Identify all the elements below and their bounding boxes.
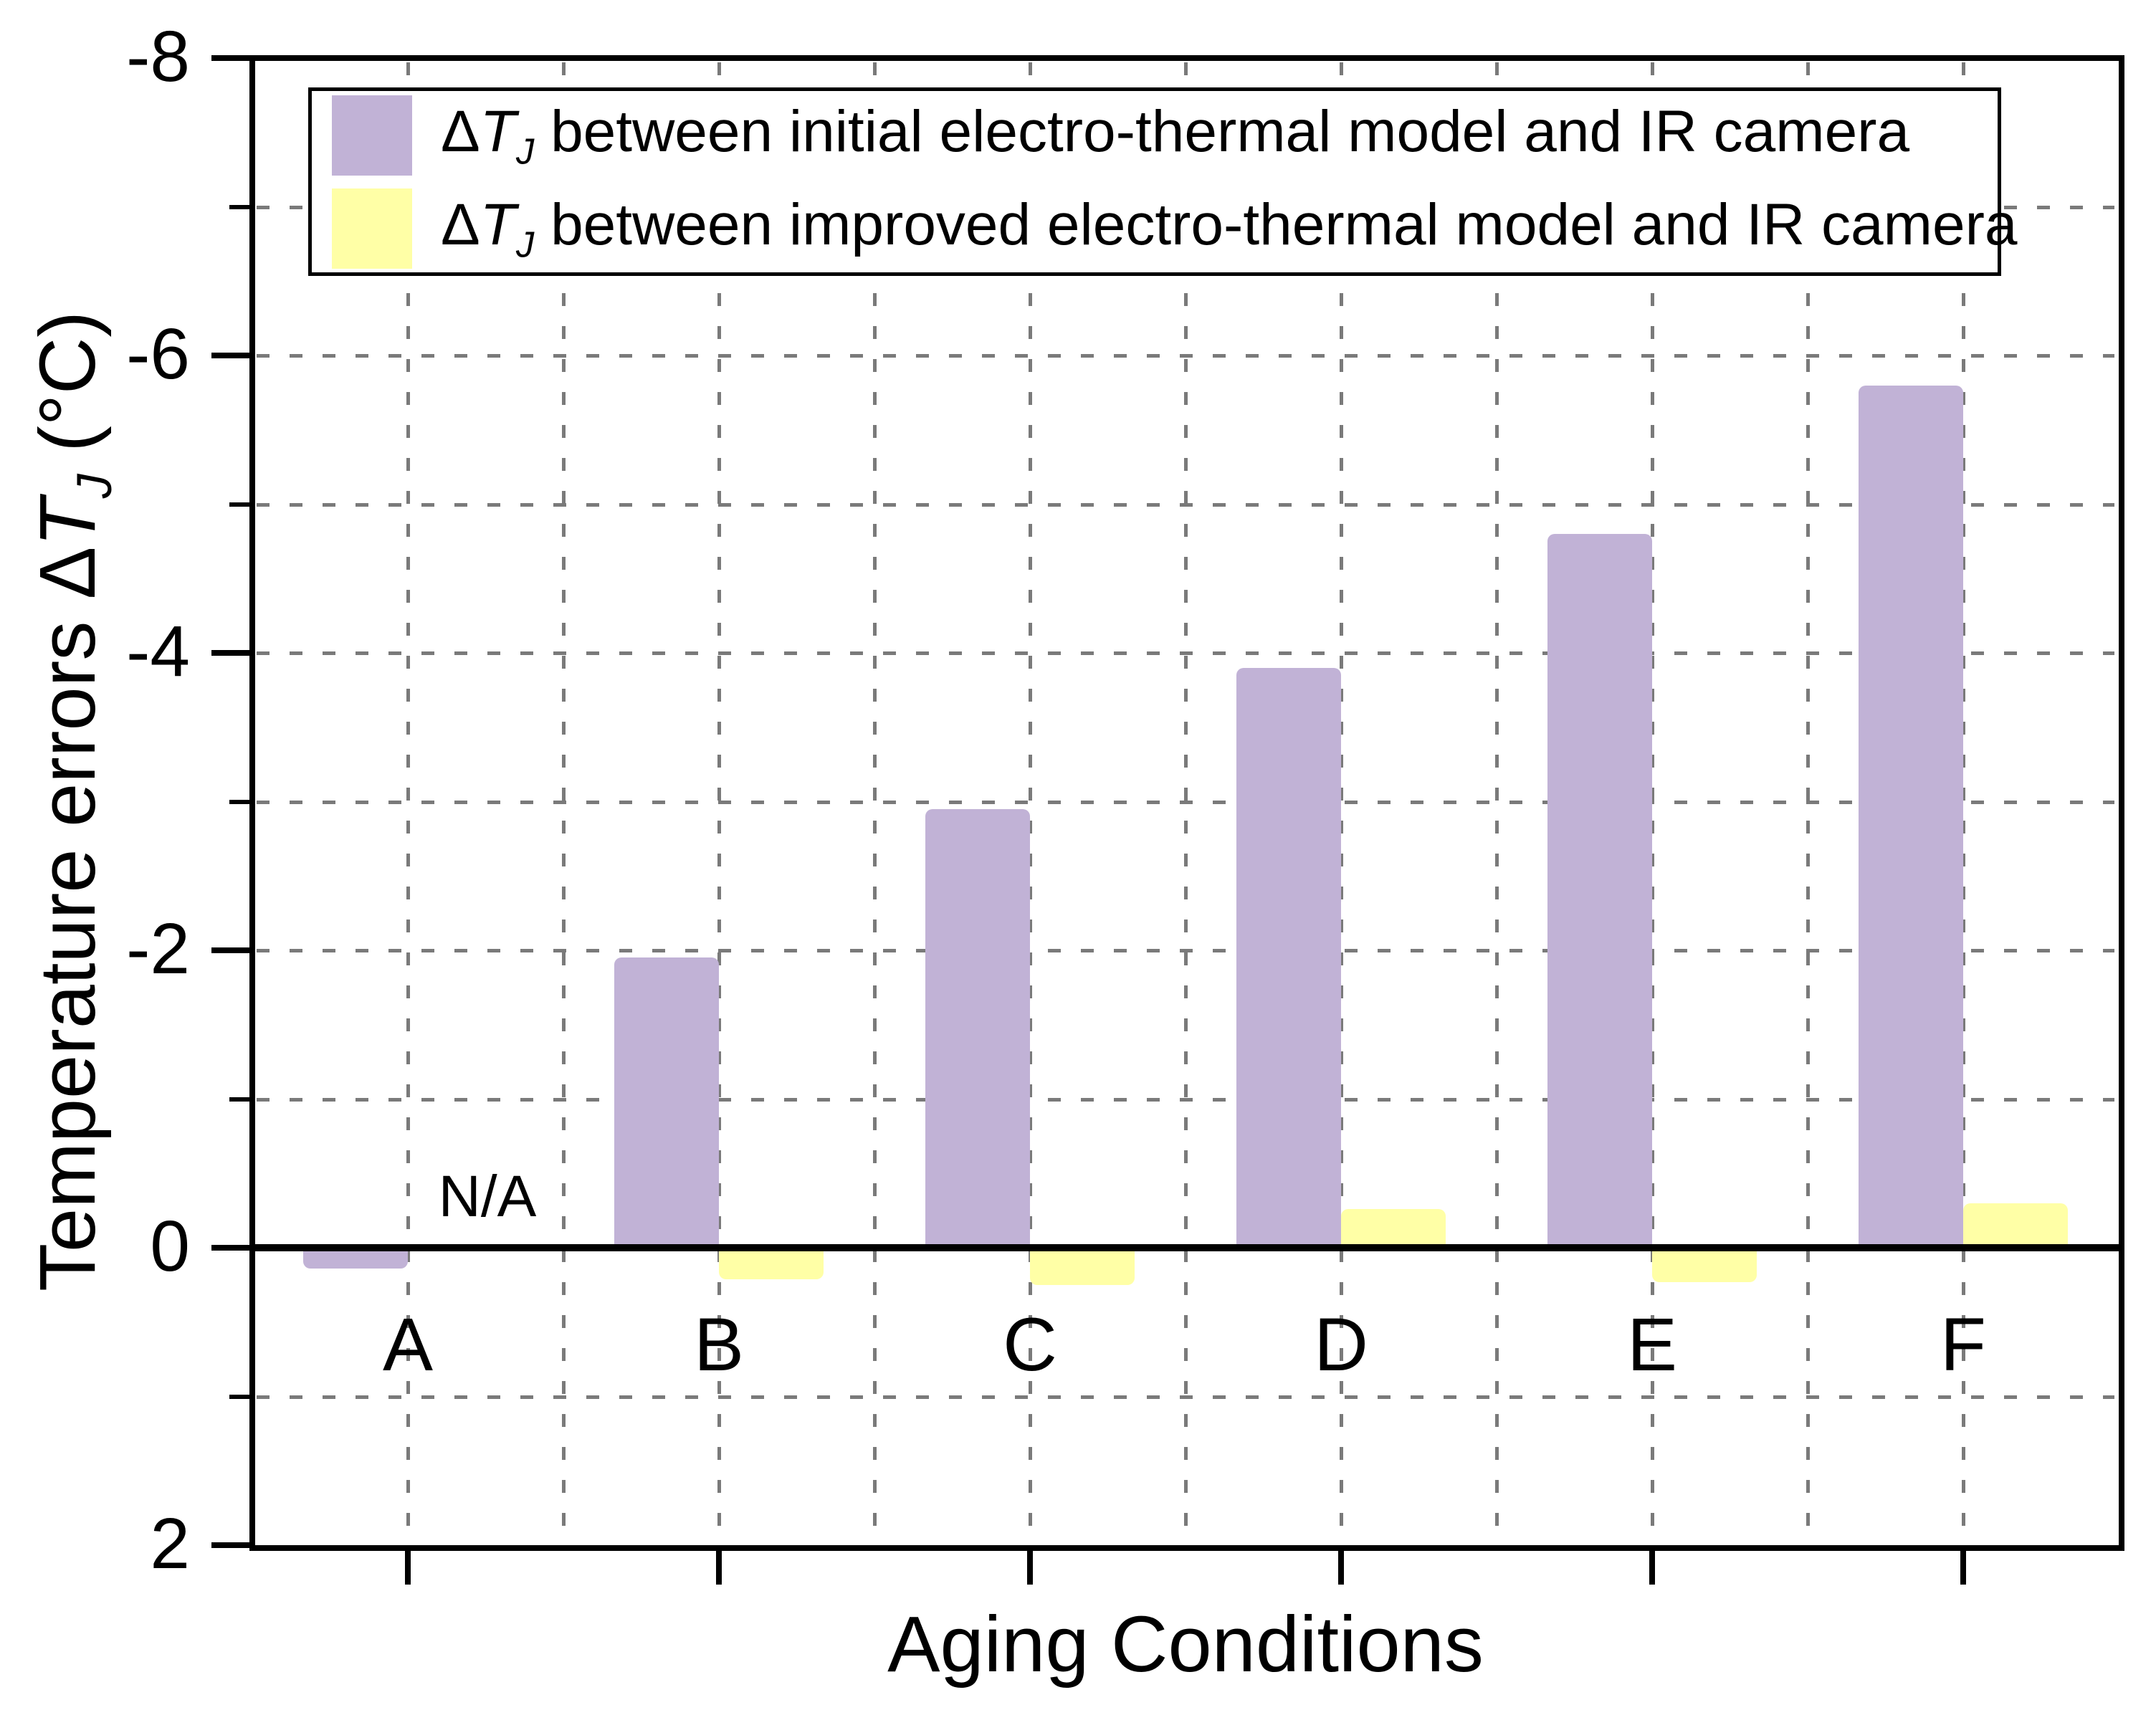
x-tick — [1338, 1545, 1344, 1585]
y-minor-tick — [229, 204, 252, 209]
y-major-tick — [211, 353, 252, 358]
legend-text-initial: between initial electro-thermal model an… — [534, 98, 1910, 164]
delta-symbol: Δ — [441, 98, 480, 164]
y-tick-label: 0 — [150, 1206, 190, 1286]
horizontal-gridline — [257, 1395, 2114, 1399]
category-label-e: E — [1626, 1303, 1678, 1387]
bar-f-series1 — [1963, 1203, 2068, 1248]
na-annotation: N/A — [438, 1164, 537, 1229]
y-major-tick — [211, 650, 252, 656]
legend-row-improved: ΔTJ between improved electro-thermal mod… — [332, 188, 2017, 269]
tj-subscript: J — [515, 224, 535, 265]
y-axis-title: Temperature errors ΔTJ (°C) — [24, 153, 122, 1450]
t-symbol: T — [480, 98, 516, 164]
x-tick — [1027, 1545, 1033, 1585]
y-tick-label: -8 — [126, 16, 190, 97]
horizontal-gridline — [257, 651, 2114, 655]
horizontal-gridline — [257, 502, 2114, 507]
y-axis-title-post: (°C) — [24, 311, 112, 474]
y-major-tick — [211, 947, 252, 953]
y-major-tick — [211, 1245, 252, 1251]
y-major-tick — [211, 1542, 252, 1548]
x-tick — [1960, 1545, 1966, 1585]
bar-c-series0 — [925, 808, 1030, 1248]
legend-label-initial: ΔTJ between initial electro-thermal mode… — [441, 98, 1909, 172]
y-tick-label: 2 — [150, 1504, 190, 1584]
legend-row-initial: ΔTJ between initial electro-thermal mode… — [332, 95, 1998, 176]
horizontal-gridline — [257, 1097, 2114, 1102]
horizontal-gridline — [257, 800, 2114, 804]
bar-c-series1 — [1030, 1248, 1135, 1285]
bar-b-series1 — [719, 1248, 824, 1279]
tj-subscript: J — [515, 130, 535, 172]
bar-b-series0 — [614, 957, 719, 1248]
x-tick — [405, 1545, 411, 1585]
delta-symbol: Δ — [24, 546, 112, 600]
y-minor-tick — [229, 799, 252, 804]
y-tick-label: -6 — [126, 314, 190, 394]
legend-swatch-initial — [332, 95, 412, 176]
legend: ΔTJ between initial electro-thermal mode… — [308, 87, 2017, 276]
bar-d-series0 — [1236, 667, 1341, 1248]
tj-subscript: J — [67, 474, 122, 499]
legend-swatch-improved — [332, 188, 412, 269]
bar-e-series1 — [1652, 1248, 1757, 1282]
y-major-tick — [211, 55, 252, 61]
x-tick — [1649, 1545, 1655, 1585]
y-minor-tick — [229, 1097, 252, 1102]
x-tick — [716, 1545, 722, 1585]
bar-d-series1 — [1341, 1209, 1446, 1248]
legend-text-improved: between improved electro-thermal model a… — [534, 191, 2018, 257]
t-symbol: T — [480, 191, 516, 257]
legend-label-improved: ΔTJ between improved electro-thermal mod… — [441, 191, 2017, 265]
category-label-a: A — [382, 1303, 434, 1387]
category-label-c: C — [1003, 1303, 1057, 1387]
y-tick-label: -4 — [126, 611, 190, 692]
t-symbol: T — [24, 498, 112, 547]
bar-f-series0 — [1859, 385, 1963, 1248]
horizontal-gridline — [257, 354, 2114, 358]
horizontal-gridline — [257, 949, 2114, 952]
x-axis-title-text: Aging Conditions — [887, 1600, 1484, 1688]
bar-e-series0 — [1547, 534, 1652, 1248]
y-minor-tick — [229, 502, 252, 507]
category-label-f: F — [1940, 1303, 1987, 1387]
x-axis-title: Aging Conditions — [612, 1598, 1759, 1691]
category-label-b: B — [693, 1303, 745, 1387]
delta-symbol: Δ — [441, 191, 480, 257]
category-label-d: D — [1314, 1303, 1368, 1387]
y-tick-label: -2 — [126, 909, 190, 989]
y-axis-title-pre: Temperature errors — [24, 599, 112, 1291]
y-minor-tick — [229, 1394, 252, 1399]
zero-baseline — [255, 1244, 2119, 1251]
